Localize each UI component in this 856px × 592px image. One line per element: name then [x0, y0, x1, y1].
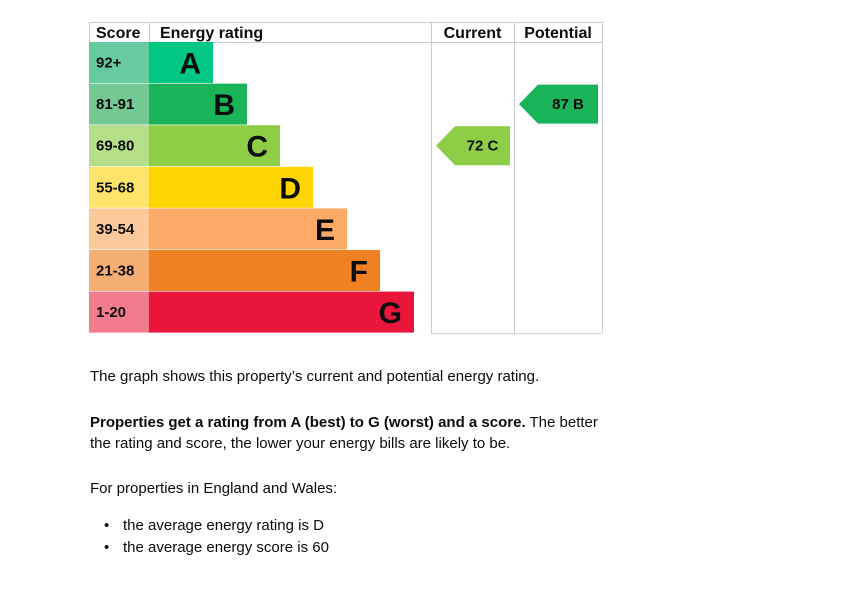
- region-paragraph: For properties in England and Wales:: [90, 480, 338, 497]
- region-text: For properties in England and Wales:: [90, 478, 610, 499]
- rating-bar: [149, 250, 380, 291]
- list-item: the average energy rating is D: [90, 515, 329, 537]
- score-range-label: 69-80: [96, 138, 134, 155]
- header-potential: Potential: [524, 25, 592, 42]
- rating-letter: A: [179, 48, 201, 81]
- averages-list: the average energy rating is D the avera…: [90, 515, 329, 559]
- band-b: 81-91 B: [89, 83, 247, 125]
- score-range-label: 21-38: [96, 263, 134, 280]
- list-item: the average energy score is 60: [90, 537, 329, 559]
- rating-bar: [149, 166, 313, 208]
- band-e: 39-54 E: [89, 208, 347, 250]
- score-range-label: 81-91: [96, 96, 134, 113]
- rating-bar: [149, 83, 247, 125]
- header-score: Score: [96, 25, 141, 42]
- current-rating-arrow-label: 72 C: [467, 138, 499, 155]
- rating-letter: B: [213, 89, 235, 122]
- score-cell: [89, 83, 149, 125]
- current-rating-arrow-shape: [436, 126, 510, 166]
- score-range-label: 39-54: [96, 221, 135, 238]
- rating-bands: 92+ A 81-91 B 69-80 C 55-68 D 39-54 E 21-38 F 1-20 G: [89, 42, 414, 333]
- rating-bar: [149, 291, 414, 333]
- score-cell: [89, 250, 149, 291]
- score-cell: [89, 166, 149, 208]
- rating-letter: F: [350, 256, 368, 289]
- potential-rating-arrow: 87 B: [519, 84, 598, 124]
- rating-letter: G: [379, 297, 402, 330]
- band-g: 1-20 G: [89, 291, 414, 333]
- rating-bar: [149, 125, 280, 167]
- rating-bold-text: Properties get a rating from A (best) to…: [90, 414, 526, 431]
- rating-letter: C: [246, 131, 268, 164]
- current-rating-arrow: 72 C: [436, 126, 510, 166]
- score-range-label: 92+: [96, 55, 122, 72]
- rating-letter: E: [315, 214, 335, 247]
- score-cell: [89, 291, 149, 333]
- score-range-label: 55-68: [96, 179, 134, 196]
- intro-text: The graph shows this property’s current …: [90, 366, 610, 387]
- score-cell: [89, 42, 149, 83]
- score-cell: [89, 208, 149, 250]
- rating-letter: D: [279, 172, 301, 205]
- chart-headers: Score Energy rating Current Potential: [96, 25, 592, 42]
- rating-explanation: Properties get a rating from A (best) to…: [90, 412, 610, 454]
- header-current: Current: [444, 25, 502, 42]
- potential-rating-arrow-label: 87 B: [552, 96, 584, 113]
- score-cell: [89, 125, 149, 167]
- potential-rating-arrow-shape: [519, 84, 598, 124]
- band-a: 92+ A: [89, 42, 213, 83]
- rating-paragraph: Properties get a rating from A (best) to…: [90, 412, 610, 454]
- score-range-label: 1-20: [96, 304, 126, 321]
- rating-bar: [149, 208, 347, 250]
- energy-rating-chart: 92+ A81-91 B69-80 C55-68 D39-54 E21-38 F1-20 G …: [89, 22, 603, 335]
- rating-arrows: 72 C 87 B: [436, 84, 598, 166]
- rating-bar: [149, 42, 213, 83]
- intro-paragraph: The graph shows this property’s current …: [90, 368, 540, 385]
- band-c: 69-80 C: [89, 125, 280, 167]
- rating-rest-text: The better the rating and score, the low…: [90, 414, 598, 452]
- band-f: 21-38 F: [89, 250, 380, 291]
- header-energy-rating: Energy rating: [160, 25, 263, 42]
- band-d: 55-68 D: [89, 166, 313, 208]
